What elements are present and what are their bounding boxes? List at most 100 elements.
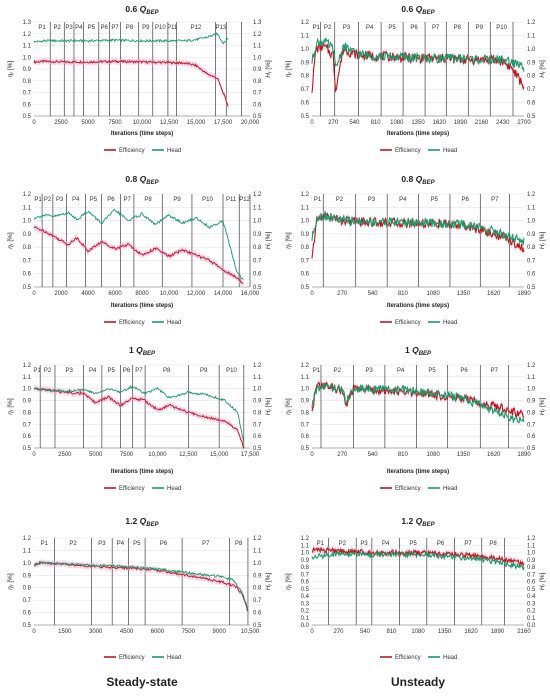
y-tick-label-left: 1.2 <box>23 363 32 369</box>
y-tick-label-left: 0.7 <box>301 87 310 93</box>
y-tick-label-right: 0.9 <box>527 232 536 238</box>
title-q: Q <box>140 4 147 14</box>
legend-label-efficiency: Efficiency <box>119 655 145 661</box>
y-label-symbol: η <box>285 245 292 249</box>
x-tick-label: 2000 <box>54 291 68 297</box>
y-tick-label-right: 0.6 <box>527 101 536 107</box>
phase-label: P7 <box>123 197 131 203</box>
phase-label: P13 <box>215 25 226 31</box>
x-tick-label: 8000 <box>135 291 149 297</box>
y-tick-label-left: 0.4 <box>301 594 310 600</box>
legend-label-head: Head <box>443 148 457 154</box>
title-value: 1.2 <box>125 516 139 526</box>
phase-label: P5 <box>428 368 436 374</box>
y-label-sub: r <box>268 584 274 586</box>
chart-title: 0.8 QBEP <box>401 174 435 186</box>
y-tick-label-left: 1.1 <box>23 205 32 211</box>
y-tick-label-left: 1.3 <box>23 20 32 26</box>
y-label-unit: [%] <box>7 232 14 243</box>
y-axis-label-right: Hr [%] <box>265 232 274 250</box>
y-label-symbol: η <box>7 73 14 77</box>
x-tick-label: 810 <box>398 452 409 458</box>
y-label-symbol: η <box>7 411 14 415</box>
title-q: Q <box>140 516 147 526</box>
y-axis-label-right: Hr [%] <box>265 398 274 416</box>
chart-panel-6: 1.2 QBEP 0.5 0.5 0.6 0.6 0.7 0.7 0.8 0.8 0.9 0.9 1.… <box>7 516 274 661</box>
phase-label: P1 <box>313 368 321 374</box>
y-tick-label-left: 1.2 <box>301 192 310 198</box>
y-tick-label-right: 0.6 <box>253 611 262 617</box>
y-tick-label-left: 0.6 <box>301 272 310 278</box>
y-label-sub: r <box>288 409 294 411</box>
y-tick-label-right: 1.0 <box>253 387 262 393</box>
y-tick-label-left: 0.5 <box>301 587 310 593</box>
phase-label: P2 <box>336 197 344 203</box>
y-tick-label-right: 1.1 <box>527 375 536 381</box>
legend-label-efficiency: Efficiency <box>395 148 421 154</box>
title-value: 0.6 <box>125 4 139 14</box>
title-subscript: BEP <box>422 180 435 186</box>
phase-label: P11 <box>226 197 237 203</box>
x-tick-label: 1620 <box>487 291 501 297</box>
chart-panel-5: 1 QBEP 0.5 0.5 0.6 0.6 0.7 0.7 0.8 0.8 0.9 0.9 1.0 1… <box>285 345 548 492</box>
title-q: Q <box>412 345 419 355</box>
y-tick-label-left: 0.7 <box>301 422 310 428</box>
title-value: 1 <box>129 345 136 355</box>
phase-label: P4 <box>397 368 405 374</box>
legend-label-head: Head <box>167 655 181 661</box>
phase-label: P11 <box>167 25 178 31</box>
y-axis-label-left: ηr [%] <box>285 61 294 78</box>
y-tick-label-left: 1.0 <box>301 47 310 53</box>
y-tick-label-right: 0.5 <box>527 285 536 291</box>
y-tick-label-left: 1.0 <box>23 219 32 225</box>
y-tick-label-left: 1.0 <box>301 387 310 393</box>
phase-label: P5 <box>431 197 439 203</box>
head-series-line <box>311 37 525 72</box>
efficiency-series-line <box>33 560 249 612</box>
chart-panel-0: 0.6 QBEP 0.5 0.5 0.6 0.6 0.7 0.7 0.8 0.8 0.9 0.9 1.… <box>7 4 274 154</box>
y-label-symbol: H <box>265 585 272 590</box>
x-tick-label: 1080 <box>426 452 440 458</box>
x-tick-label: 15,000 <box>210 452 229 458</box>
x-tick-label: 1350 <box>457 452 471 458</box>
y-label-unit: [%] <box>7 398 14 409</box>
x-tick-label: 1080 <box>411 629 425 635</box>
x-tick-label: 7500 <box>120 452 134 458</box>
y-label-symbol: H <box>265 410 272 415</box>
y-tick-label-right: 0.6 <box>527 272 536 278</box>
y-tick-label-left: 1.0 <box>23 387 32 393</box>
y-tick-label-left: 1.2 <box>23 536 32 542</box>
y-tick-label-left: 0.8 <box>23 410 32 416</box>
x-tick-label: 1620 <box>433 120 447 126</box>
x-tick-label: 17,500 <box>214 120 233 126</box>
y-label-symbol: η <box>285 411 292 415</box>
y-axis-label-right: Hr [%] <box>265 60 274 78</box>
x-tick-label: 1890 <box>517 291 531 297</box>
y-tick-label-left: 0.1 <box>301 616 310 622</box>
y-tick-label-left: 0.3 <box>301 601 310 607</box>
column-label-steady: Steady-state <box>106 675 178 689</box>
y-label-symbol: η <box>285 586 292 590</box>
phase-label: P6 <box>461 197 469 203</box>
y-tick-label-right: 0.8 <box>527 245 536 251</box>
x-axis-label: Iterations (time steps) <box>111 303 173 309</box>
y-tick-label-left: 0.9 <box>301 558 310 564</box>
y-axis-label-left: ηr [%] <box>285 232 294 249</box>
phase-label: P3 <box>98 541 106 547</box>
phase-label: P3 <box>360 541 368 547</box>
phase-label: P4 <box>366 25 374 31</box>
y-tick-label-left: 0.5 <box>23 623 32 629</box>
phase-label: P2 <box>44 368 52 374</box>
x-tick-label: 17,500 <box>241 452 260 458</box>
x-tick-label: 5000 <box>89 452 103 458</box>
y-tick-label-left: 0.8 <box>23 79 32 85</box>
x-tick-label: 540 <box>368 452 379 458</box>
y-tick-label-right: 1.2 <box>527 363 536 369</box>
x-tick-label: 2160 <box>517 629 531 635</box>
y-tick-label-right: 0.9 <box>527 60 536 66</box>
phase-label: P5 <box>409 541 417 547</box>
phase-label: P3 <box>366 368 374 374</box>
phase-label: P7 <box>464 541 472 547</box>
y-label-sub: r <box>10 584 16 586</box>
y-label-symbol: H <box>539 410 546 415</box>
